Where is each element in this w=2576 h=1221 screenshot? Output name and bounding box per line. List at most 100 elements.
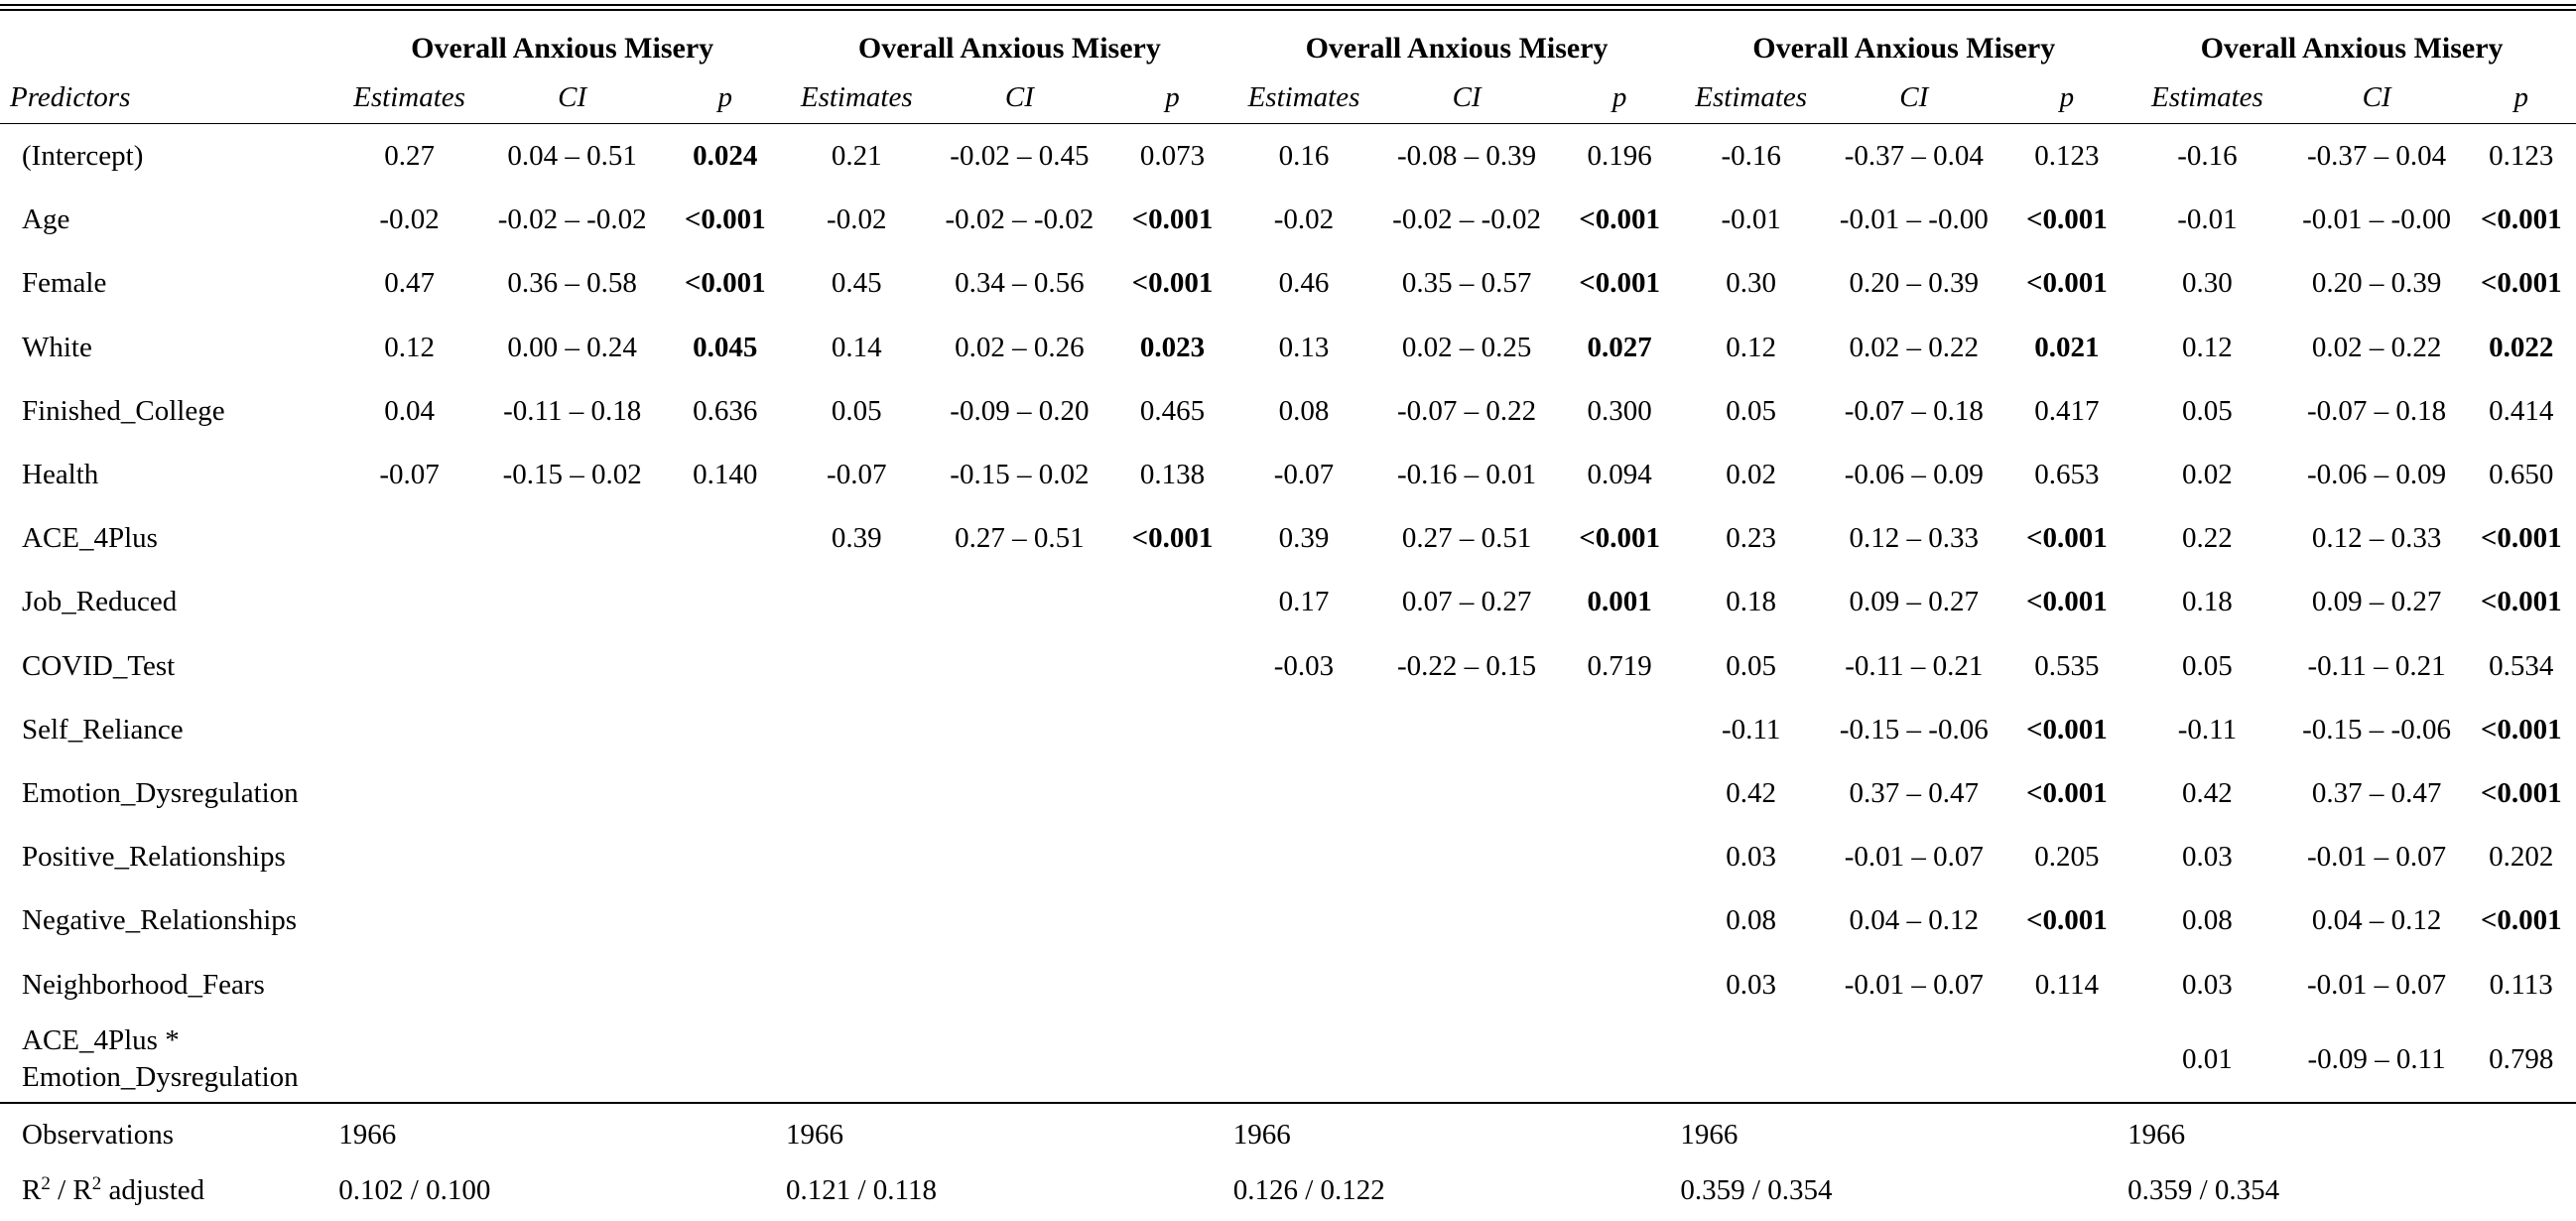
p-value-cell: <0.001	[2480, 776, 2562, 809]
ci-cell	[480, 634, 665, 698]
estimate-cell	[338, 570, 480, 633]
r-squared-value: 0.359 / 0.354	[2127, 1173, 2280, 1206]
p-value-cell	[1559, 1017, 1680, 1103]
estimate-cell	[338, 825, 480, 888]
observations-value: 1966	[1232, 1101, 1681, 1161]
p-value-cell: 0.113	[2489, 968, 2553, 1001]
predictor-label: Female	[22, 267, 107, 300]
p-header: p	[1558, 71, 1681, 124]
r-squared-label-r: R	[22, 1173, 42, 1206]
estimate-cell: 0.42	[2182, 776, 2233, 809]
p-value-cell: <0.001	[2025, 776, 2108, 809]
p-value-cell: 0.022	[2489, 331, 2554, 363]
ci-cell: -0.15 – 0.02	[502, 459, 642, 491]
estimate-cell: 0.14	[831, 331, 882, 363]
r-squared-label-sup: 2	[41, 1172, 51, 1194]
table-row: (Intercept) 0.27 0.04 – 0.51 0.024 0.21 -0.02…	[0, 124, 2576, 189]
estimate-cell	[338, 634, 480, 698]
p-value-cell	[665, 570, 786, 633]
ci-cell: -0.02 – -0.02	[945, 204, 1095, 236]
ci-cell: -0.01 – -0.00	[2302, 204, 2451, 236]
ci-cell: 0.27 – 0.51	[1401, 522, 1532, 555]
ci-header: CI	[479, 71, 665, 124]
p-value-cell: <0.001	[2480, 713, 2562, 746]
ci-cell	[928, 634, 1112, 698]
ci-cell	[480, 952, 665, 1016]
table-row: Positive_Relationships 0.03 -0.01 – 0.07 0.…	[0, 825, 2576, 888]
ci-cell: 0.20 – 0.39	[1849, 267, 1980, 300]
estimates-header: Estimates	[786, 71, 928, 124]
model-4-title: Overall Anxious Misery	[1752, 32, 2056, 65]
estimate-cell: 0.03	[1726, 841, 1777, 874]
ci-cell: -0.15 – 0.02	[950, 459, 1090, 491]
estimate-cell	[338, 952, 480, 1016]
p-value-cell: 0.417	[2034, 394, 2100, 427]
estimate-cell: 0.05	[1726, 394, 1777, 427]
regression-table: Overall Anxious Misery Overall Anxious M…	[0, 14, 2576, 1219]
p-value-cell: 0.045	[693, 331, 758, 363]
ci-cell: 0.00 – 0.24	[507, 331, 637, 363]
ci-cell: 0.12 – 0.33	[2311, 522, 2442, 555]
p-value-cell: 0.123	[2489, 140, 2554, 173]
p-value-cell: <0.001	[684, 204, 766, 236]
estimate-cell: -0.16	[2177, 140, 2238, 173]
p-value-cell: 0.465	[1139, 394, 1206, 427]
estimate-cell	[786, 1017, 928, 1103]
ci-cell: -0.16 – 0.01	[1397, 459, 1537, 491]
ci-cell	[1374, 888, 1559, 952]
observations-value: 1966	[1680, 1101, 2128, 1161]
column-header-row: Predictors Estimates CI p Estimates CI p…	[0, 71, 2576, 124]
ci-cell	[480, 888, 665, 952]
p-value-cell: <0.001	[2025, 904, 2108, 937]
ci-cell: -0.11 – 0.21	[2307, 649, 2446, 682]
model-2-title: Overall Anxious Misery	[857, 32, 1161, 65]
table-body: (Intercept) 0.27 0.04 – 0.51 0.024 0.21 -0.02…	[0, 124, 2576, 1103]
estimate-cell	[1233, 1017, 1375, 1103]
estimate-cell: 0.05	[1726, 649, 1777, 682]
estimate-cell: 0.03	[2182, 968, 2233, 1001]
estimate-cell: 0.04	[384, 394, 435, 427]
p-value-cell: <0.001	[1131, 522, 1214, 555]
estimate-cell: 0.39	[1278, 522, 1330, 555]
ci-cell: 0.34 – 0.56	[955, 267, 1085, 300]
estimate-cell: 0.22	[2182, 522, 2233, 555]
estimate-cell: 0.46	[1278, 267, 1330, 300]
p-value-cell: <0.001	[2480, 267, 2562, 300]
ci-cell	[928, 570, 1112, 633]
ci-cell: -0.01 – 0.07	[1844, 841, 1984, 874]
p-value-cell: <0.001	[2480, 522, 2562, 555]
estimate-cell	[786, 570, 928, 633]
p-value-cell: <0.001	[2480, 586, 2562, 618]
observations-label: Observations	[0, 1101, 339, 1161]
p-value-cell: 0.021	[2034, 331, 2100, 363]
estimate-cell: 0.13	[1278, 331, 1330, 363]
table-row: ACE_4Plus 0.39 0.27 – 0.51 <0.001 0.39 0.27 –…	[0, 506, 2576, 570]
p-value-cell: <0.001	[2025, 204, 2108, 236]
table-row: Job_Reduced 0.17 0.07 – 0.27 0.001 0.18 0.09 …	[0, 570, 2576, 633]
table-row: Health -0.07 -0.15 – 0.02 0.140 -0.07 -0.15 –…	[0, 443, 2576, 506]
ci-cell: 0.35 – 0.57	[1401, 267, 1532, 300]
estimate-cell	[786, 825, 928, 888]
table-row: Age -0.02 -0.02 – -0.02 <0.001 -0.02 -0.02 – …	[0, 188, 2576, 251]
ci-cell: 0.20 – 0.39	[2311, 267, 2442, 300]
estimate-cell: -0.07	[827, 459, 887, 491]
p-value-cell: <0.001	[1579, 204, 1661, 236]
estimate-cell: -0.16	[1721, 140, 1781, 173]
p-header: p	[2005, 71, 2128, 124]
predictor-label: ACE_4Plus * Emotion_Dysregulation	[22, 1023, 299, 1093]
p-value-cell	[665, 634, 786, 698]
table-row: Self_Reliance -0.11 -0.15 – -0.06 <0.001 -0.…	[0, 698, 2576, 761]
ci-cell	[1374, 761, 1559, 825]
p-value-cell	[665, 1017, 786, 1103]
ci-cell: -0.01 – -0.00	[1839, 204, 1989, 236]
predictor-label: Age	[22, 204, 70, 236]
r-squared-label: R2 / R2 adjusted	[0, 1161, 338, 1219]
p-value-cell: 0.414	[2489, 394, 2554, 427]
p-value-cell: 0.138	[1139, 459, 1206, 491]
table-row: Negative_Relationships 0.08 0.04 – 0.12 <0.…	[0, 888, 2576, 952]
estimate-cell: 0.05	[2182, 649, 2233, 682]
ci-cell: -0.07 – 0.22	[1397, 394, 1537, 427]
estimate-cell	[1680, 1017, 1822, 1103]
estimate-cell: 0.03	[2182, 841, 2233, 874]
p-value-cell	[665, 888, 786, 952]
